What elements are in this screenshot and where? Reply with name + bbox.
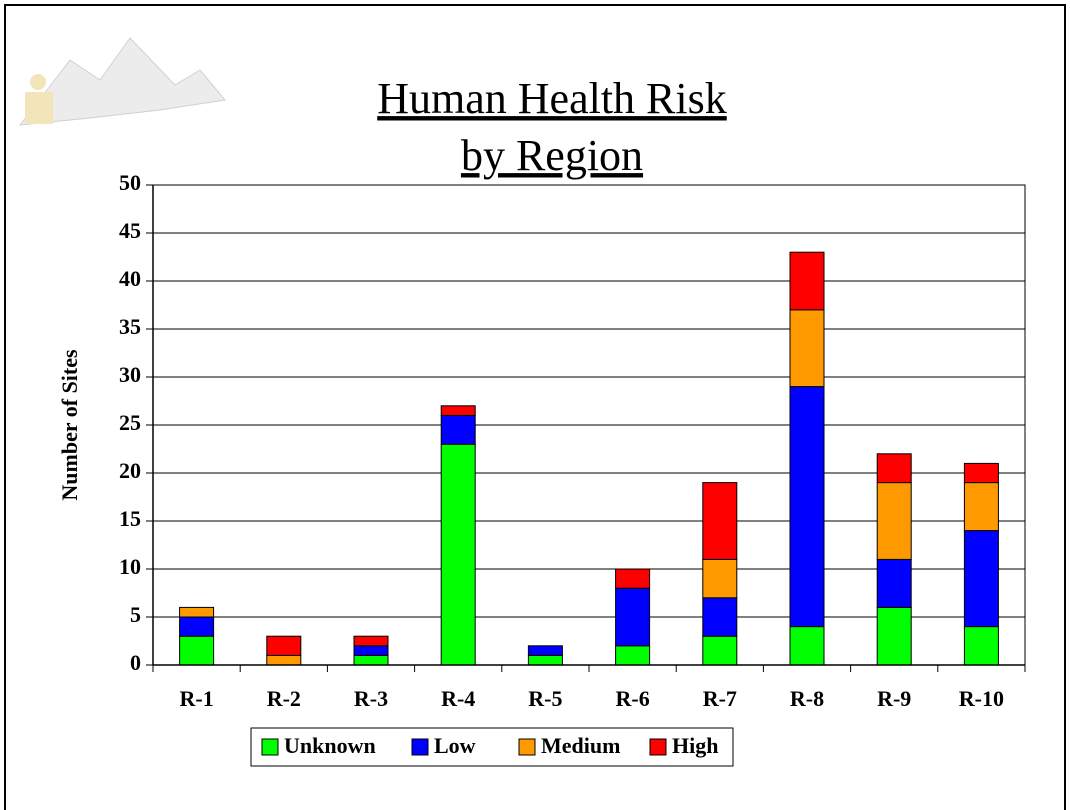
bar-segment <box>440 414 476 445</box>
legend-label: Low <box>434 733 476 758</box>
logo <box>18 37 226 126</box>
x-tick-label: R-8 <box>790 686 824 711</box>
bar-segment <box>266 654 302 666</box>
y-tick-label: 20 <box>119 458 141 483</box>
legend-swatch <box>411 738 429 756</box>
legend-swatch <box>261 738 279 756</box>
bar-segment <box>615 645 651 666</box>
y-axis-label: Number of Sites <box>57 349 82 501</box>
y-tick-label: 5 <box>130 602 141 627</box>
legend-swatch <box>649 738 667 756</box>
legend-swatch <box>518 738 536 756</box>
bar-segment <box>527 654 563 666</box>
bar-segment <box>789 309 825 388</box>
x-tick-label: R-10 <box>959 686 1004 711</box>
y-tick-label: 15 <box>119 506 141 531</box>
x-tick-label: R-7 <box>703 686 737 711</box>
bar-segment <box>963 482 999 532</box>
bar-segment <box>266 635 302 656</box>
bar-segment <box>527 645 563 656</box>
bar-segment <box>615 587 651 647</box>
bar-segment <box>963 626 999 666</box>
bar-segment <box>179 616 215 637</box>
bar-segment <box>789 251 825 311</box>
x-tick-label: R-9 <box>877 686 911 711</box>
x-tick-label: R-4 <box>441 686 475 711</box>
bar-segment <box>615 568 651 589</box>
bar-segment <box>789 386 825 628</box>
chart-title: Human Health Risk <box>377 74 727 123</box>
chart-title: by Region <box>461 131 643 180</box>
bar-segment <box>963 530 999 628</box>
y-tick-label: 0 <box>130 650 141 675</box>
bar-segment <box>702 558 738 599</box>
y-tick-label: 50 <box>119 170 141 195</box>
legend-label: Unknown <box>284 733 376 758</box>
x-tick-label: R-6 <box>615 686 649 711</box>
y-tick-label: 30 <box>119 362 141 387</box>
bar-segment <box>702 635 738 666</box>
legend-label: Medium <box>541 733 620 758</box>
bar-segment <box>179 635 215 666</box>
bar-segment <box>876 606 912 666</box>
y-tick-label: 45 <box>119 218 141 243</box>
legend-label: High <box>672 733 718 758</box>
y-tick-label: 10 <box>119 554 141 579</box>
bar-segment <box>353 654 389 666</box>
bar-segment <box>702 597 738 637</box>
x-tick-label: R-2 <box>267 686 301 711</box>
bar-segment <box>353 635 389 647</box>
bar-segment <box>963 462 999 484</box>
bar-segment <box>789 626 825 666</box>
bar-segment <box>440 443 476 666</box>
slide-border <box>4 4 1066 810</box>
y-tick-label: 40 <box>119 266 141 291</box>
bar-segment <box>876 482 912 560</box>
y-tick-label: 35 <box>119 314 141 339</box>
bar-segment <box>353 645 389 656</box>
bar-segment <box>179 606 215 618</box>
bar-segment <box>876 453 912 484</box>
bar-segment <box>702 482 738 560</box>
x-tick-label: R-3 <box>354 686 388 711</box>
x-tick-label: R-1 <box>179 686 213 711</box>
y-tick-label: 25 <box>119 410 141 435</box>
x-tick-label: R-5 <box>528 686 562 711</box>
bar-segment <box>876 558 912 608</box>
bar-segment <box>440 405 476 416</box>
